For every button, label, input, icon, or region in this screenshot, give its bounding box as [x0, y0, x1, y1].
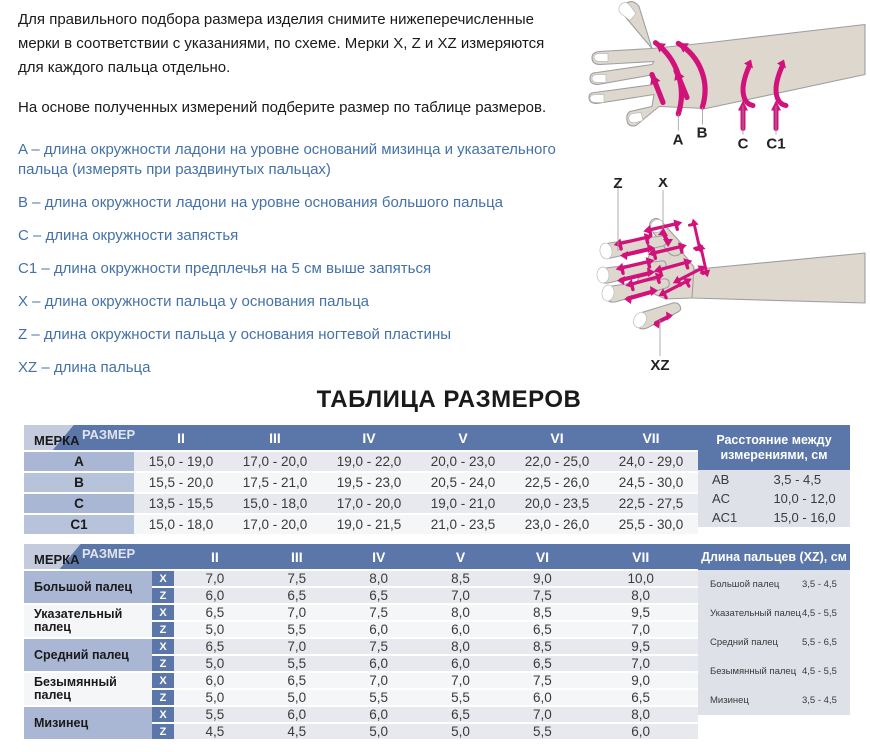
svg-text:A: A: [673, 132, 684, 149]
svg-text:Z: Z: [613, 178, 622, 192]
svg-text:X: X: [658, 178, 668, 191]
svg-text:XZ: XZ: [650, 357, 669, 374]
svg-text:C1: C1: [766, 136, 785, 153]
svg-text:C: C: [738, 136, 749, 153]
svg-text:B: B: [697, 125, 708, 142]
